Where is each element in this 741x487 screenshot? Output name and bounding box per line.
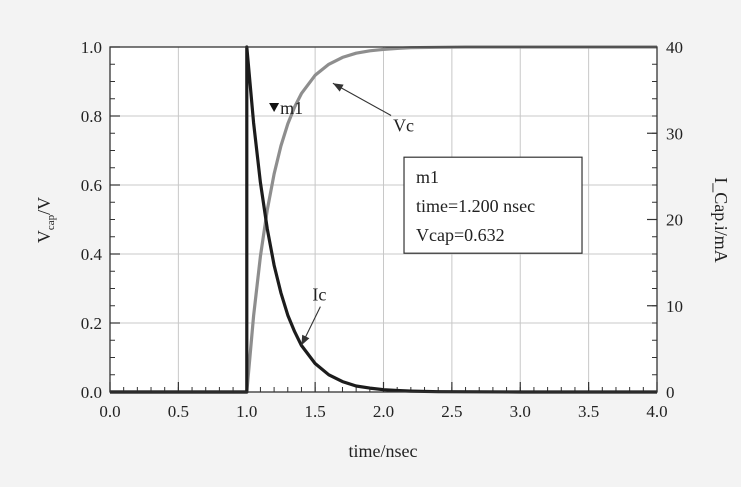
x-tick-label: 0.5 [168,402,189,421]
series-line-ic [110,45,657,394]
y-tick-label: 1.0 [81,38,102,57]
y2-tick-labels: 0 10 20 30 40 [666,38,683,402]
y-tick-label: 0.6 [81,176,102,195]
x-tick-label: 2.5 [441,402,462,421]
vc-label: Vc [393,116,414,136]
x-tick-labels: 0.0 0.5 1.0 1.5 2.0 2.5 3.0 3.5 4.0 [99,402,667,421]
x-tick-label: 2.0 [373,402,394,421]
y2-tick-label: 30 [666,124,683,143]
y2-axis-title: I_Cap.i/mA [711,177,731,263]
marker-box-line: time=1.200 nsec [416,196,535,216]
marker-box-line: Vcap=0.632 [416,225,505,245]
y2-tick-label: 10 [666,297,683,316]
x-tick-label: 1.5 [305,402,326,421]
x-tick-label: 0.0 [99,402,120,421]
x-tick-label: 4.0 [646,402,667,421]
y2-tick-label: 40 [666,38,683,57]
marker-m1-label: m1 [280,98,303,118]
x-tick-label: 3.0 [510,402,531,421]
vc-arrow-head [332,83,344,92]
annotation-layer: Vc Ic m1 m1 time=1.200 nsec Vcap=0.632 [269,82,583,346]
y-tick-label: 0.4 [81,245,103,264]
y-axis-title-main: V [34,230,54,243]
ic-label: Ic [312,285,326,305]
y-tick-label: 0.8 [81,107,102,126]
x-tick-label: 3.5 [578,402,599,421]
y-tick-label: 0.2 [81,314,102,333]
marker-box [403,156,583,254]
ic-arrow-head [301,334,310,346]
vc-arrow [332,82,392,117]
x-tick-label: 1.0 [236,402,257,421]
y2-tick-label: 0 [666,383,675,402]
y-axis-title: Vcap/V [34,197,57,243]
marker-box-line: m1 [416,167,439,187]
plot-frame [109,46,658,393]
y-tick-label: 0.0 [81,383,102,402]
y-axis-title-sub: cap [45,214,57,230]
y2-tick-label: 20 [666,211,683,230]
y-tick-labels: 0.0 0.2 0.4 0.6 0.8 1.0 [81,38,103,402]
marker-m1-triangle [269,102,280,112]
y-axis-title-tail: /V [34,197,54,215]
x-axis-title: time/nsec [349,441,418,461]
